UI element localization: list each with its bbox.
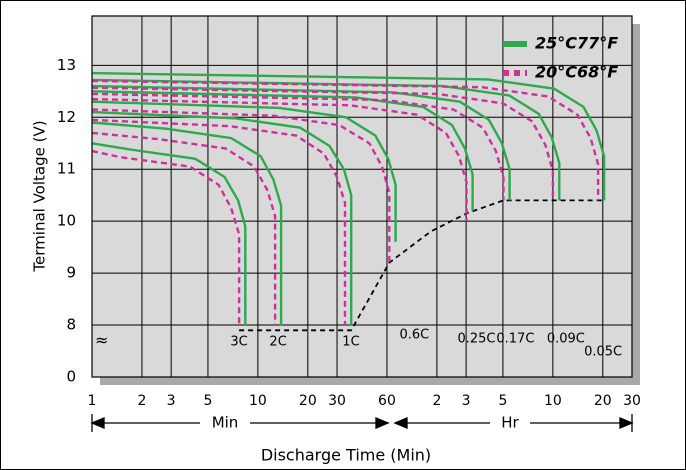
curve bbox=[91, 110, 353, 326]
x-tick-label: 20 bbox=[594, 393, 612, 409]
y-tick-label: 11 bbox=[57, 160, 76, 178]
y-tick-label: 12 bbox=[57, 108, 76, 126]
arrow-head bbox=[375, 417, 390, 429]
x-tick-label: 60 bbox=[378, 393, 396, 409]
range-label: Hr bbox=[501, 414, 519, 432]
legend-label: 25°C77°F bbox=[535, 34, 618, 53]
x-tick-label: 20 bbox=[299, 393, 317, 409]
end-voltage-line bbox=[239, 199, 605, 332]
x-tick-label: 5 bbox=[203, 393, 212, 409]
y-tick-label: 9 bbox=[66, 264, 76, 282]
range-arrows bbox=[90, 414, 634, 432]
curve bbox=[91, 121, 283, 326]
curve-label: 1C bbox=[342, 335, 359, 350]
curve-label: 0.6C bbox=[399, 328, 429, 343]
x-axis-label: Discharge Time (Min) bbox=[261, 446, 431, 465]
curve bbox=[91, 118, 347, 326]
plot-border bbox=[91, 15, 633, 378]
x-tick-label: 30 bbox=[328, 393, 346, 409]
y-axis-label: Terminal Voltage (V) bbox=[31, 120, 49, 272]
x-tick-label: 3 bbox=[167, 393, 176, 409]
curve bbox=[91, 79, 600, 201]
axis-break: ≈ bbox=[95, 331, 108, 350]
curve bbox=[91, 90, 474, 211]
x-tick-label: 2 bbox=[137, 393, 146, 409]
x-tick-label: 1 bbox=[88, 393, 97, 409]
curve bbox=[91, 149, 241, 326]
curve bbox=[91, 97, 468, 222]
arrow-head bbox=[90, 417, 105, 429]
curves bbox=[91, 71, 606, 332]
y-tick-label: 0 bbox=[66, 368, 76, 386]
curve bbox=[91, 131, 277, 326]
curve-label: 0.17C bbox=[496, 332, 534, 347]
curve-label: 0.25C bbox=[457, 332, 495, 347]
curve bbox=[91, 108, 391, 263]
curve bbox=[91, 86, 555, 201]
range-label: Min bbox=[212, 414, 239, 432]
x-tick-label: 30 bbox=[623, 393, 641, 409]
plot-area bbox=[92, 16, 632, 377]
x-tick-label: 10 bbox=[544, 393, 562, 409]
arrow-head bbox=[393, 417, 408, 429]
curve-label: 0.05C bbox=[584, 345, 622, 360]
x-tick-label: 10 bbox=[249, 393, 267, 409]
x-tick-label: 2 bbox=[432, 393, 441, 409]
x-tick-label: 3 bbox=[462, 393, 471, 409]
legend-label: 20°C68°F bbox=[535, 63, 618, 82]
curve bbox=[91, 71, 606, 201]
arrow-head bbox=[619, 417, 634, 429]
y-tick-label: 13 bbox=[57, 56, 76, 74]
y-tick-label: 10 bbox=[57, 212, 76, 230]
curve-label: 0.09C bbox=[547, 332, 585, 347]
curve bbox=[91, 142, 247, 326]
curve bbox=[91, 92, 505, 201]
y-tick-label: 8 bbox=[66, 316, 76, 334]
curve bbox=[91, 100, 397, 242]
curve-label: 2C bbox=[269, 335, 286, 350]
curve-label: 3C bbox=[230, 335, 247, 350]
x-tick-label: 5 bbox=[498, 393, 507, 409]
